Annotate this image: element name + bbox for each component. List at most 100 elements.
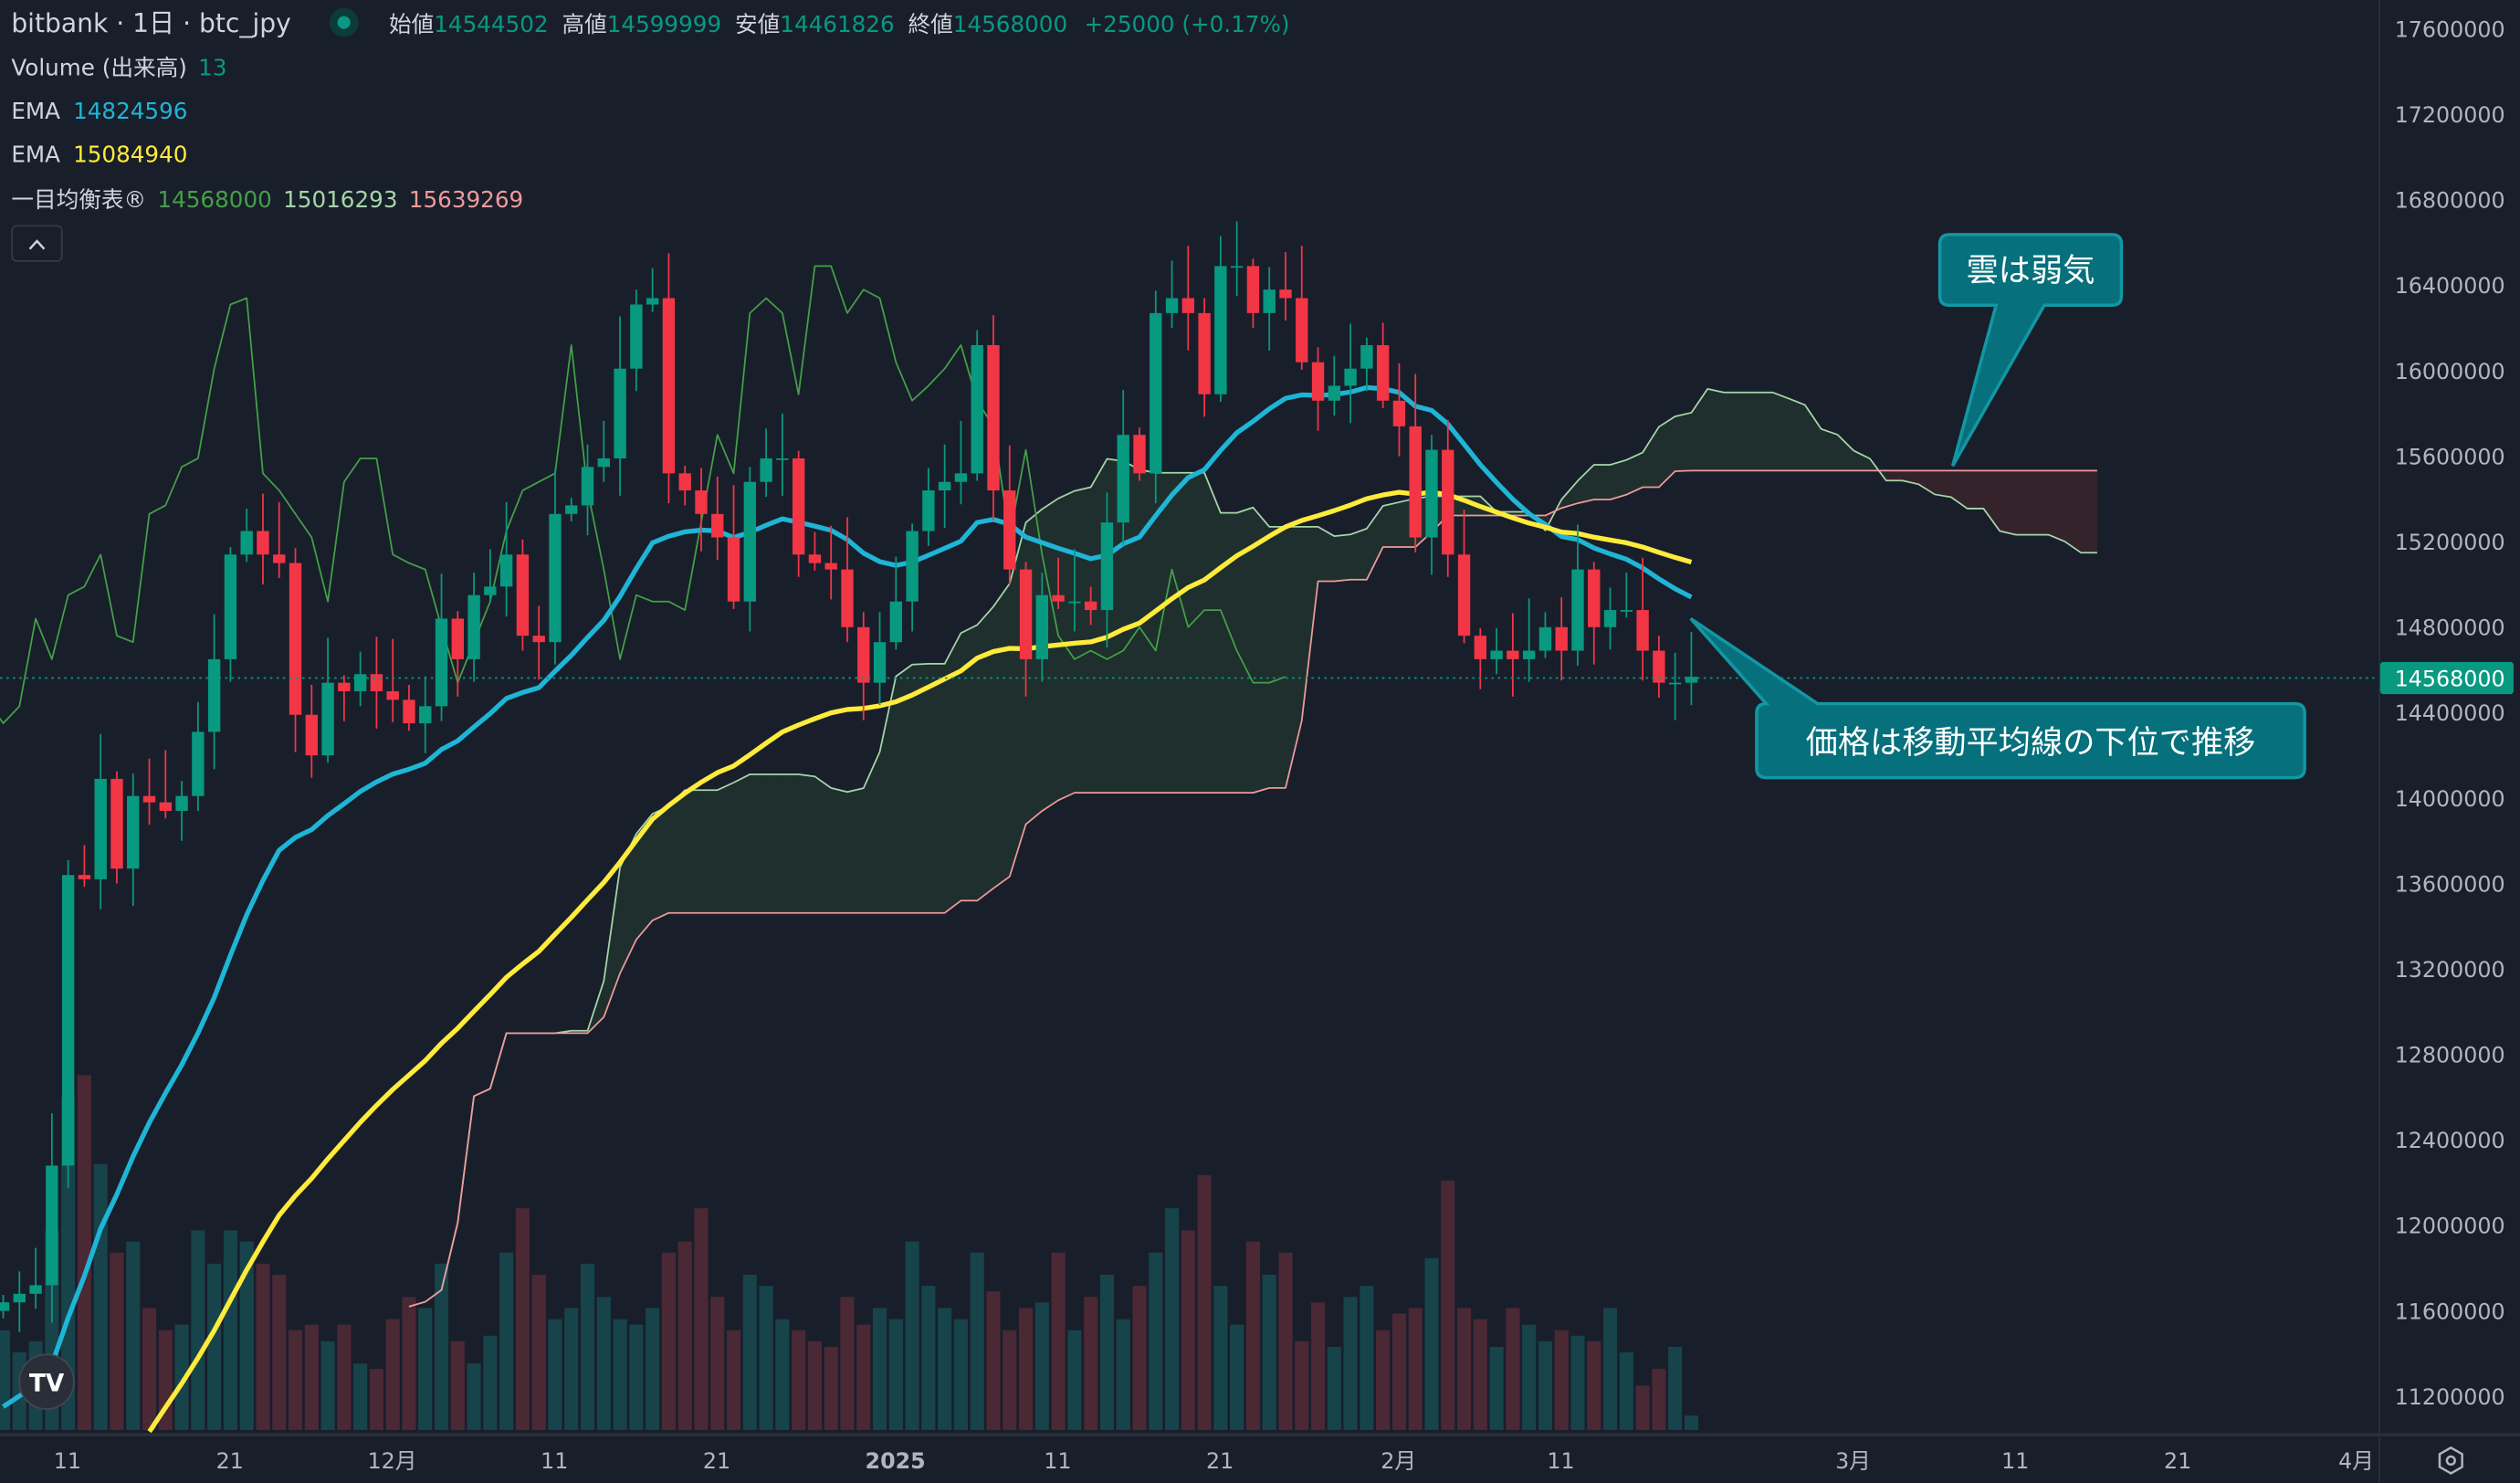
cloud-segment xyxy=(896,664,913,913)
candle-body xyxy=(565,505,578,514)
cloud-segment xyxy=(1739,392,1757,471)
legend-ema-slow[interactable]: EMA 15084940 xyxy=(11,142,187,168)
candle-body xyxy=(1636,610,1649,651)
volume-bar xyxy=(207,1263,222,1430)
cloud-segment xyxy=(944,633,961,913)
time-tick-label: 11 xyxy=(54,1448,81,1474)
candle-body xyxy=(273,554,286,563)
cloud-segment xyxy=(863,752,880,913)
high-value: 14599999 xyxy=(607,11,721,37)
candle-body xyxy=(1392,400,1406,426)
legend-volume[interactable]: Volume (出来高) 13 xyxy=(11,55,226,81)
tradingview-logo[interactable]: TV xyxy=(18,1353,75,1410)
cloud-segment xyxy=(604,868,621,1017)
volume-bar xyxy=(970,1252,984,1430)
volume-bar xyxy=(726,1330,741,1430)
time-tick-label: 11 xyxy=(1044,1448,1071,1474)
volume-bar xyxy=(1343,1297,1358,1430)
plot-area[interactable] xyxy=(0,221,2097,1434)
legend-ema-fast[interactable]: EMA 14824596 xyxy=(11,98,187,124)
cloud-segment xyxy=(1155,472,1172,794)
candle-body xyxy=(1474,636,1487,659)
price-axis[interactable]: 17600000 17200000 16800000 16400000 16000000… xyxy=(2395,16,2505,1409)
cloud-segment xyxy=(1090,458,1108,794)
candle-body xyxy=(110,778,123,869)
candle-body xyxy=(1279,289,1292,299)
volume-bar xyxy=(759,1286,773,1430)
cloud-segment xyxy=(1967,470,1984,509)
candle-body xyxy=(1360,344,1373,369)
candle-body xyxy=(1100,522,1114,611)
cloud-segment xyxy=(1139,469,1156,794)
cloud-segment xyxy=(1301,526,1318,721)
cloud-segment xyxy=(652,806,669,920)
cloud-segment xyxy=(1610,459,1627,500)
ohlc-readout: 始値14544502 高値14599999 安値14461826 終値14568… xyxy=(389,11,1290,37)
candle-body xyxy=(370,674,383,691)
candle-body xyxy=(94,778,107,879)
candle-body xyxy=(257,531,269,555)
volume-bar xyxy=(1295,1341,1309,1430)
price-tick-label: 16000000 xyxy=(2395,359,2505,384)
time-tick-label: 3月 xyxy=(1835,1448,1871,1474)
candle-body xyxy=(159,802,172,812)
candle-body xyxy=(1685,677,1698,683)
volume-bar xyxy=(1554,1330,1569,1430)
volume-bar xyxy=(0,1330,11,1430)
candle-body xyxy=(1165,298,1179,313)
price-tick-label: 14800000 xyxy=(2395,615,2505,641)
volume-bar xyxy=(450,1341,465,1430)
volume-bar xyxy=(1149,1252,1163,1430)
candle-body xyxy=(1181,298,1195,313)
legend-ichimoku[interactable]: 一目均衡表® 14568000 15016293 15639269 xyxy=(11,186,523,213)
candle-body xyxy=(1003,490,1016,570)
candle-body xyxy=(727,537,740,602)
volume-bar xyxy=(694,1208,709,1430)
candle-body xyxy=(1035,594,1049,659)
candle-body xyxy=(1246,266,1260,313)
settings-icon[interactable] xyxy=(2438,1446,2463,1475)
collapse-legend-button[interactable] xyxy=(11,225,63,262)
callout-cloud-bearish[interactable]: 雲は弱気 xyxy=(1937,233,2124,468)
time-axis[interactable]: 11 21 12月 11 21 2025 11 21 2月 11 3月 11 21 4月 xyxy=(54,1448,2374,1474)
time-tick-label: 21 xyxy=(1206,1448,1234,1474)
volume-bar xyxy=(239,1241,254,1430)
volume-bar xyxy=(77,1075,91,1430)
candle-body xyxy=(824,563,837,570)
candle-body xyxy=(889,601,903,643)
cloud-segment xyxy=(1285,526,1302,788)
cloud-segment xyxy=(635,814,653,940)
volume-bar xyxy=(1213,1286,1228,1430)
price-tick-label: 11600000 xyxy=(2395,1299,2505,1324)
candle-body xyxy=(1409,426,1422,538)
volume-bar xyxy=(1441,1180,1455,1430)
volume-bar xyxy=(499,1252,514,1430)
cloud-segment xyxy=(977,606,993,901)
cloud-segment xyxy=(1885,470,1903,481)
candle-body xyxy=(451,618,464,659)
volume-bars xyxy=(0,1075,1699,1430)
volume-bar xyxy=(515,1208,530,1430)
candle-body xyxy=(0,1302,10,1311)
volume-bar xyxy=(1310,1302,1326,1430)
cloud-segment xyxy=(1756,392,1773,471)
candle-body xyxy=(127,795,140,869)
candle-body xyxy=(581,467,594,506)
price-tick-label: 13600000 xyxy=(2395,871,2505,897)
volume-bar xyxy=(272,1274,287,1430)
cloud-segment xyxy=(1772,392,1790,471)
candle-body xyxy=(1214,266,1227,394)
volume-bar xyxy=(1684,1415,1699,1430)
volume-bar xyxy=(93,1163,108,1430)
volume-bar xyxy=(1197,1174,1212,1430)
chart-title-row: bitbank · 1日 · btc_jpy xyxy=(11,8,291,38)
callout-price-below-ma[interactable]: 価格は移動平均線の下位で推移 xyxy=(1689,616,2306,780)
candle-body xyxy=(240,531,253,555)
time-tick-label: 11 xyxy=(541,1448,568,1474)
volume-bar xyxy=(385,1319,400,1430)
volume-bar xyxy=(418,1308,433,1430)
volume-bar xyxy=(531,1274,546,1430)
candle-body xyxy=(630,304,643,369)
volume-bar xyxy=(1099,1274,1114,1430)
